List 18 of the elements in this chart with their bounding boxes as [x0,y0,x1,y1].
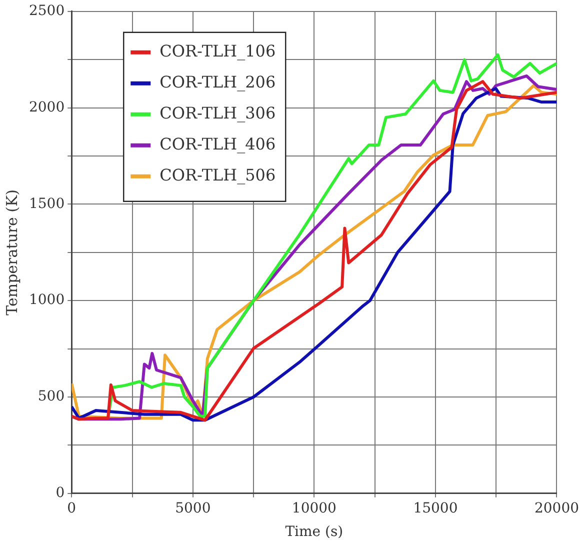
x-tick-label: 10000 [292,500,336,516]
y-tick-label: 2000 [28,99,65,116]
y-axis-title: Temperature (K) [2,189,21,316]
y-tick-label: 1000 [28,292,65,308]
y-tick-label: 1500 [28,196,65,212]
y-tick-label: 2500 [28,3,65,20]
x-tick-label: 20000 [534,500,580,516]
legend-label: COR-TLH_206 [160,72,276,92]
y-tick-label: 0 [56,485,65,502]
x-tick-label: 0 [67,500,76,516]
x-tick-label: 15000 [413,500,458,516]
legend-label: COR-TLH_506 [160,166,276,185]
x-tick-label: 5000 [175,500,211,516]
legend-label: COR-TLH_106 [160,42,276,61]
legend-label: COR-TLH_406 [160,134,276,154]
y-tick-label: 500 [38,388,65,405]
legend-label: COR-TLH_306 [160,104,276,123]
x-axis-title: Time (s) [285,524,344,540]
